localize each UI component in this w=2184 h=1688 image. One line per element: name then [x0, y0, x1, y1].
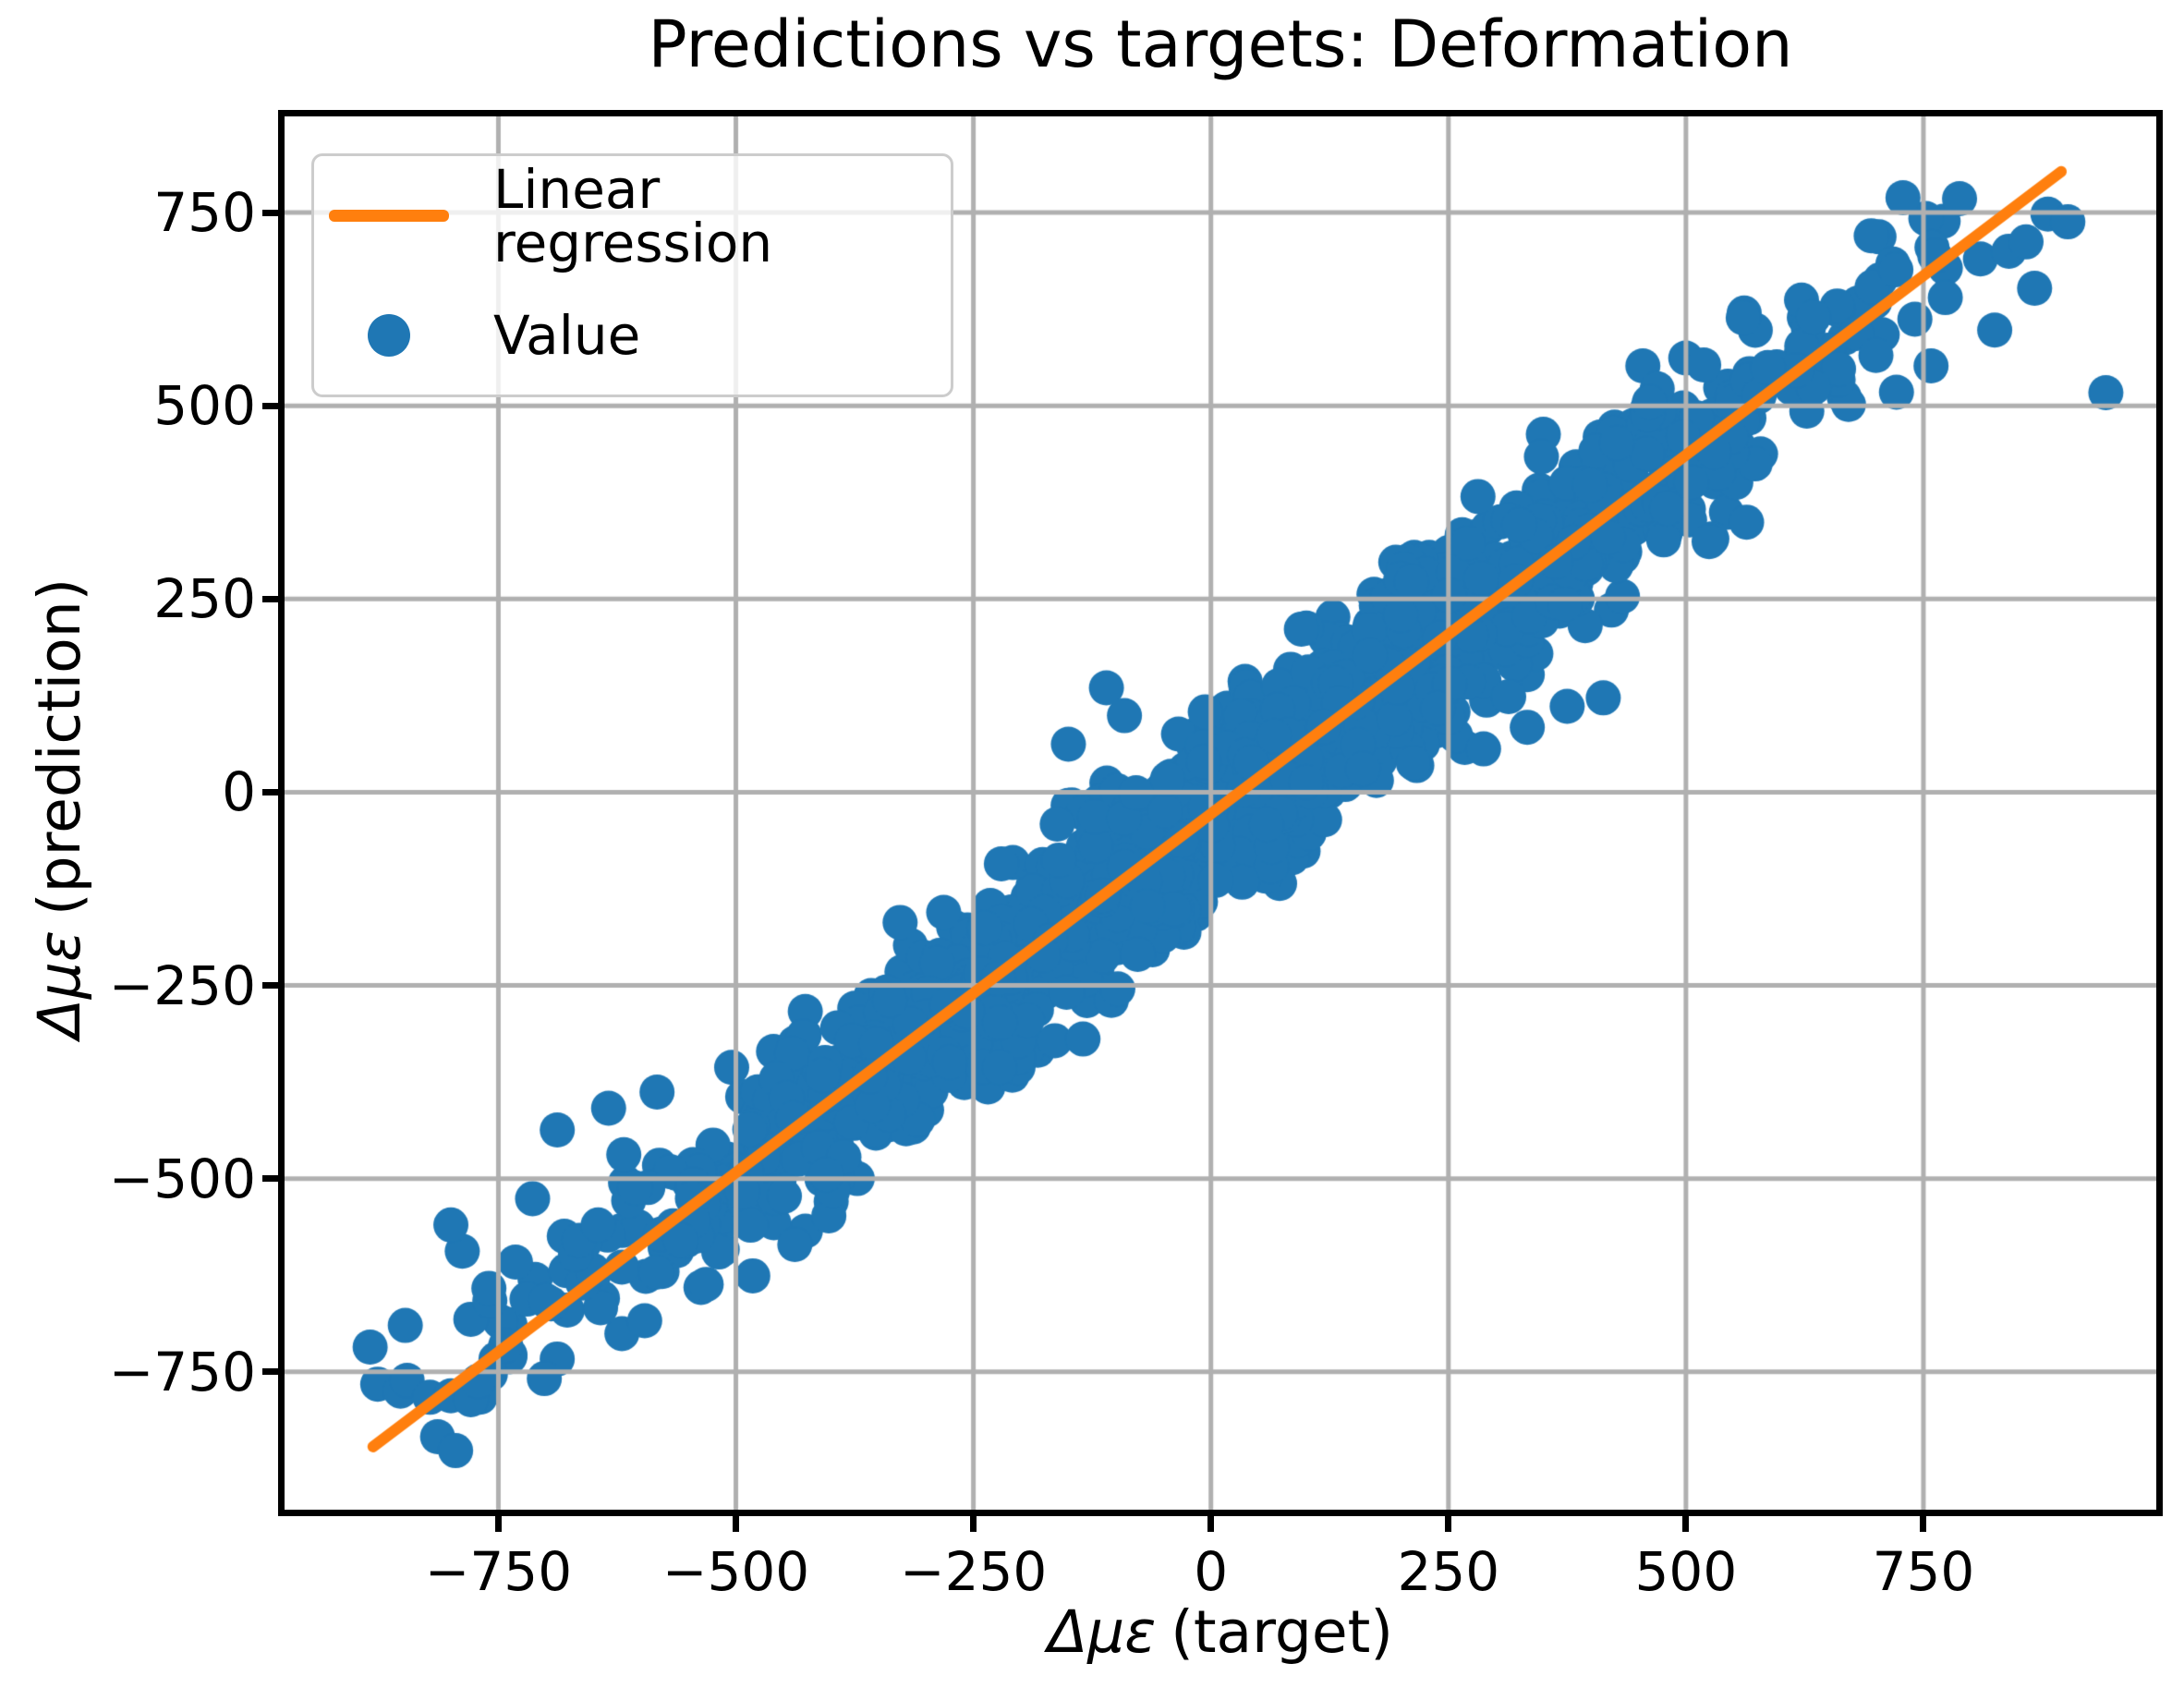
- x-tick-label: −750: [424, 1540, 573, 1603]
- x-axis-label: Δμε (target): [282, 1598, 2159, 1666]
- y-tick-label: −750: [108, 1340, 256, 1403]
- x-tick-label: 250: [1397, 1540, 1500, 1603]
- x-axis-label-math: Δμε: [1048, 1598, 1157, 1666]
- y-tick-label: 250: [153, 567, 256, 631]
- y-tick-label: 500: [153, 374, 256, 438]
- y-tick-label: 750: [153, 181, 256, 245]
- legend-entry-linear-regression: Linear regression: [314, 156, 951, 275]
- x-tick-mark: [733, 1512, 740, 1532]
- y-axis-label-rest: (prediction): [26, 577, 93, 916]
- legend-label: Value: [493, 303, 641, 367]
- x-tick-label: −250: [899, 1540, 1048, 1603]
- x-tick-label: 500: [1634, 1540, 1738, 1603]
- y-tick-mark: [262, 982, 282, 990]
- y-axis-label: Δμε (prediction): [26, 564, 93, 1053]
- y-tick-label: −250: [108, 953, 256, 1017]
- y-tick-mark: [262, 402, 282, 409]
- y-tick-mark: [262, 209, 282, 216]
- x-tick-mark: [494, 1512, 502, 1532]
- chart-title: Predictions vs targets: Deformation: [648, 6, 1793, 82]
- legend-label: Linear regression: [493, 157, 773, 274]
- legend: Linear regression Value: [311, 153, 953, 397]
- y-tick-mark: [262, 1368, 282, 1376]
- y-tick-mark: [262, 595, 282, 602]
- y-tick-label: −500: [108, 1147, 256, 1210]
- x-tick-mark: [1445, 1512, 1452, 1532]
- x-tick-label: 750: [1872, 1540, 1975, 1603]
- x-tick-label: 0: [1194, 1540, 1229, 1603]
- legend-marker-sample-slot: [329, 313, 449, 357]
- legend-entry-value: Value: [314, 275, 951, 395]
- x-tick-mark: [1207, 1512, 1215, 1532]
- x-axis-label-rest: (target): [1171, 1598, 1393, 1666]
- y-tick-label: 0: [222, 760, 256, 824]
- x-tick-label: −500: [661, 1540, 810, 1603]
- legend-line-sample-slot: [329, 210, 449, 222]
- x-tick-mark: [1682, 1512, 1690, 1532]
- y-axis-label-math: Δμε: [26, 930, 93, 1039]
- regression-line-icon: [329, 210, 449, 222]
- y-tick-mark: [262, 788, 282, 795]
- scatter-marker-icon: [368, 313, 410, 357]
- x-tick-mark: [970, 1512, 977, 1532]
- x-tick-mark: [1920, 1512, 1927, 1532]
- y-tick-mark: [262, 1175, 282, 1183]
